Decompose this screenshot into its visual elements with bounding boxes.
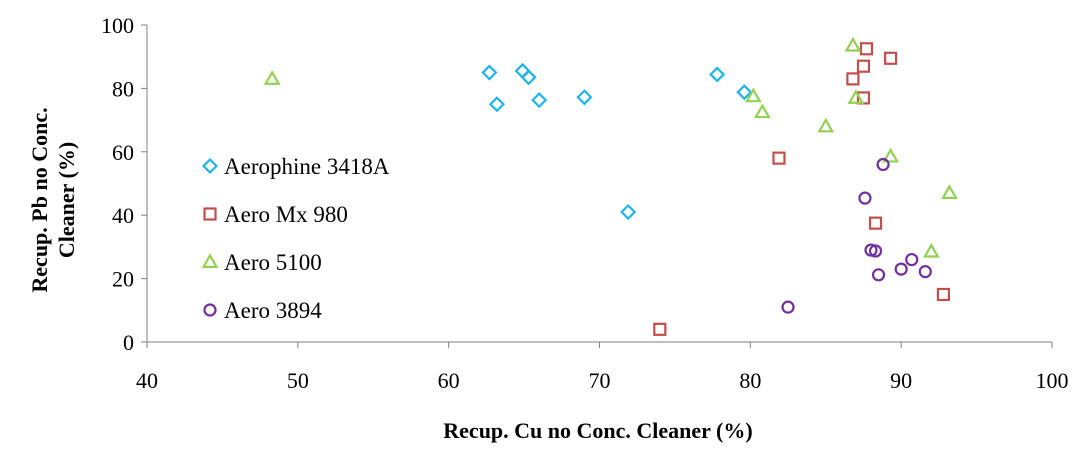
data-point-diamond [576,89,593,106]
x-tick-label: 80 [739,368,761,393]
legend: Aerophine 3418A Aero Mx 980 Aero 5100 Aero … [201,154,390,323]
data-point-square [856,59,871,73]
legend-marker-triangle [201,253,219,268]
y-tick-label: 60 [112,140,134,165]
data-point-square [846,72,860,86]
x-tick-label: 100 [1036,368,1069,393]
data-points [263,36,958,336]
x-tick-label: 60 [438,368,460,393]
data-point-triangle [844,36,862,52]
legend-label: Aero Mx 980 [224,202,348,227]
data-point-diamond [620,203,637,221]
legend-item: Aero 3894 [203,298,322,323]
axis-titles: Recup. Cu no Conc. Cleaner (%) Recup. Pb… [27,107,753,443]
legend-item: Aero 5100 [201,250,322,275]
data-point-diamond [488,96,505,113]
data-point-diamond [531,92,548,109]
data-point-circle [876,157,890,172]
y-tick-label: 80 [112,76,134,101]
legend-label: Aero 5100 [224,250,322,275]
x-tick-label: 50 [287,368,309,393]
data-point-triangle [754,103,771,119]
axes [141,24,1053,348]
y-tick-label: 20 [112,267,134,292]
series-circle-points [781,157,932,314]
legend-label: Aerophine 3418A [224,154,390,179]
series-square-points [653,42,951,336]
data-point-triangle [744,87,762,103]
data-point-circle [905,252,919,267]
x-tick-label: 90 [890,368,912,393]
legend-item: Aero Mx 980 [203,202,348,227]
data-point-triangle [941,184,958,199]
data-point-circle [894,262,908,276]
legend-marker-diamond [201,157,219,175]
legend-item: Aerophine 3418A [201,154,390,179]
data-point-square [772,151,786,165]
y-axis-title-line-1: Recup. Pb no Conc. [27,107,52,292]
tick-labels: 0 20 40 60 80 100 40 50 60 70 80 90 100 [101,13,1069,393]
data-point-triangle [847,89,865,104]
data-point-square [653,322,667,336]
data-point-triangle [263,70,281,85]
x-axis-title: Recup. Cu no Conc. Cleaner (%) [443,418,752,443]
x-tick-label: 40 [136,368,158,393]
y-tick-label: 0 [123,330,134,355]
data-point-diamond [520,69,537,86]
y-axis-title-line-2: Cleaner (%) [54,142,79,258]
data-point-circle [858,191,872,205]
x-tick-label: 70 [589,368,611,393]
data-point-circle [781,300,795,314]
data-point-circle [918,265,932,279]
series-triangle-points [263,36,958,258]
data-point-square [868,216,883,230]
data-point-diamond [709,66,726,83]
data-point-diamond [736,84,753,101]
series-diamond-points [481,62,753,221]
y-tick-label: 100 [101,13,134,38]
data-point-square [859,42,874,56]
data-point-diamond [481,64,498,81]
data-point-circle [871,268,886,282]
legend-marker-circle [203,303,217,317]
legend-label: Aero 3894 [224,298,322,323]
data-point-triangle [922,242,940,258]
legend-marker-square [203,207,217,221]
data-point-triangle [817,117,835,133]
data-point-square [936,287,951,302]
data-point-circle [868,244,883,258]
data-point-square [884,51,898,65]
y-tick-label: 40 [112,203,134,228]
data-point-triangle [882,147,900,163]
